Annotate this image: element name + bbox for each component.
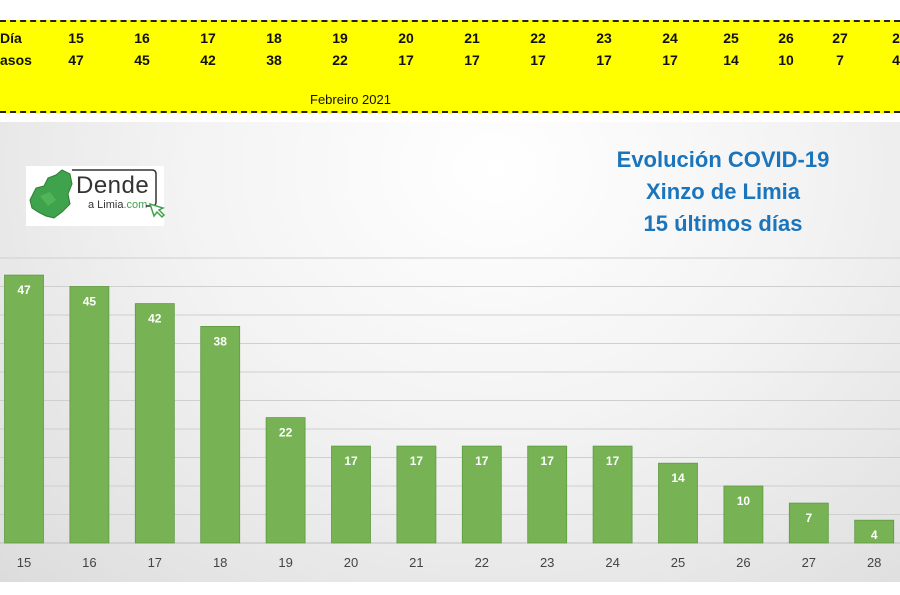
table-day-cell: 17	[200, 30, 216, 46]
data-label: 17	[541, 454, 555, 468]
table-row-label-day: Día	[0, 30, 22, 46]
x-tick-label: 26	[736, 555, 750, 570]
x-tick-label: 28	[867, 555, 881, 570]
table-day-cell: 21	[464, 30, 480, 46]
data-label: 10	[737, 494, 751, 508]
month-label: Febreiro 2021	[310, 92, 391, 107]
table-cases-cell: 17	[464, 52, 480, 68]
x-tick-label: 25	[671, 555, 685, 570]
table-cases-cell: 17	[530, 52, 546, 68]
data-label: 22	[279, 426, 293, 440]
table-day-cell: 27	[832, 30, 848, 46]
data-label: 14	[671, 471, 685, 485]
table-day-cell: 19	[332, 30, 348, 46]
table-day-cell: 18	[266, 30, 282, 46]
x-tick-label: 22	[475, 555, 489, 570]
data-label: 38	[214, 334, 228, 348]
table-cases-cell: 17	[596, 52, 612, 68]
data-label: 4	[871, 528, 878, 542]
data-label: 7	[805, 511, 812, 525]
table-cases-cell: 42	[200, 52, 216, 68]
data-table: Día asos 15 16 17 18 19 20 21 22 23 24 25 26 27 2 47 45…	[0, 20, 900, 113]
x-tick-label: 27	[802, 555, 816, 570]
x-tick-label: 19	[278, 555, 292, 570]
x-tick-label: 15	[17, 555, 31, 570]
chart-title-line-1: Evolución COVID-19	[616, 147, 830, 172]
bar	[527, 445, 568, 544]
x-tick-label: 17	[148, 555, 162, 570]
logo: Dende a Limia.com	[26, 166, 166, 226]
bar	[461, 445, 502, 544]
table-cases-cell: 4	[892, 52, 900, 68]
data-label: 17	[344, 454, 358, 468]
bar-chart: 4715451642173818221917201721172217231724…	[0, 257, 900, 570]
table-cases-cell: 45	[134, 52, 150, 68]
bar	[265, 417, 306, 544]
table-day-cell: 20	[398, 30, 414, 46]
logo-subtext: a Limia.com	[88, 199, 148, 211]
table-day-cell: 15	[68, 30, 84, 46]
map-icon	[29, 169, 73, 219]
data-label: 42	[148, 312, 162, 326]
table-row-label-cases: asos	[0, 52, 32, 68]
table-cases-cell: 7	[836, 52, 844, 68]
bar	[592, 445, 633, 544]
table-cases-cell: 10	[778, 52, 794, 68]
logo-text: Dende	[76, 172, 150, 199]
chart-title-line-2: Xinzo de Limia	[645, 179, 801, 204]
bar	[658, 462, 698, 544]
table-cases-cell: 22	[332, 52, 348, 68]
table-cases-cell: 14	[723, 52, 739, 68]
bar	[134, 303, 175, 544]
table-cases-cell: 47	[68, 52, 84, 68]
table-day-cell: 25	[723, 30, 739, 46]
data-label: 17	[410, 454, 424, 468]
chart-title: Evolución COVID-19 Xinzo de Limia 15 últ…	[560, 144, 886, 240]
data-label: 17	[475, 454, 489, 468]
x-tick-label: 23	[540, 555, 554, 570]
table-day-cell: 23	[596, 30, 612, 46]
table-day-cell: 2	[892, 30, 900, 46]
table-cases-cell: 17	[662, 52, 678, 68]
x-tick-label: 16	[82, 555, 96, 570]
table-cases-cell: 38	[266, 52, 282, 68]
logo-outline	[72, 169, 166, 219]
chart-panel: 47 15 45 16 42 17 38 18 22 19 17 20 17 21 17 22 17 23 17 24…	[0, 122, 900, 582]
data-label: 17	[606, 454, 620, 468]
bar	[854, 519, 895, 544]
x-tick-label: 21	[409, 555, 423, 570]
data-label: 45	[83, 295, 97, 309]
x-tick-label: 24	[605, 555, 619, 570]
table-day-cell: 26	[778, 30, 794, 46]
bar	[69, 286, 110, 544]
table-cases-cell: 17	[398, 52, 414, 68]
x-tick-label: 18	[213, 555, 227, 570]
data-label: 47	[17, 283, 31, 297]
chart-title-line-3: 15 últimos días	[643, 211, 803, 236]
bar	[200, 325, 241, 544]
table-day-cell: 16	[134, 30, 150, 46]
table-day-cell: 22	[530, 30, 546, 46]
bar	[396, 445, 437, 544]
bar	[788, 502, 829, 544]
bar	[723, 485, 764, 544]
x-tick-label: 20	[344, 555, 358, 570]
bar	[4, 274, 44, 544]
table-day-cell: 24	[662, 30, 678, 46]
bar	[331, 445, 371, 544]
